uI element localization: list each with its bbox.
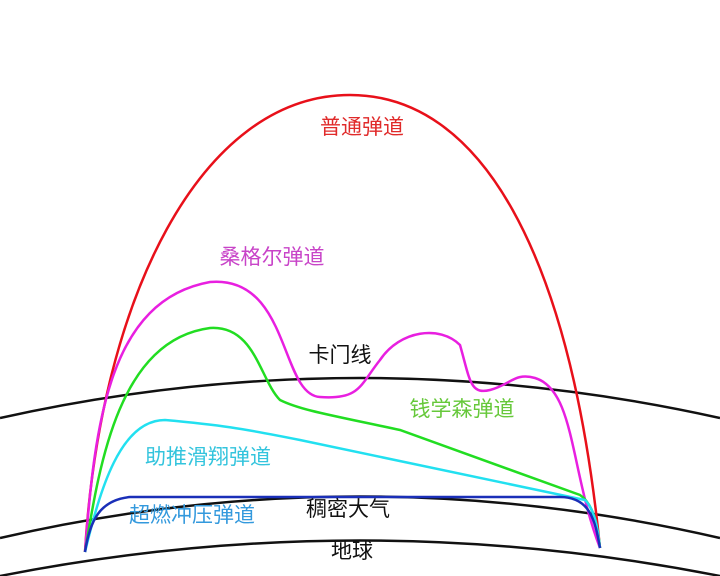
label: 助推滑翔弹道: [145, 445, 271, 469]
label: 卡门线: [309, 343, 372, 367]
label: 普通弹道: [320, 115, 404, 139]
karman-line: [0, 376, 720, 420]
label: 钱学森弹道: [410, 397, 515, 421]
boost-glide-trajectory: [83, 418, 602, 553]
label: 超燃冲压弹道: [129, 503, 255, 527]
sanger-trajectory: [83, 280, 602, 553]
label: 桑格尔弹道: [220, 245, 325, 269]
normal-trajectory: [83, 93, 602, 553]
earth-surface: [0, 539, 720, 576]
label: 稠密大气: [306, 497, 390, 521]
qian-trajectory: [83, 326, 602, 553]
label: 地球: [331, 539, 373, 563]
scramjet-trajectory: [83, 495, 602, 553]
